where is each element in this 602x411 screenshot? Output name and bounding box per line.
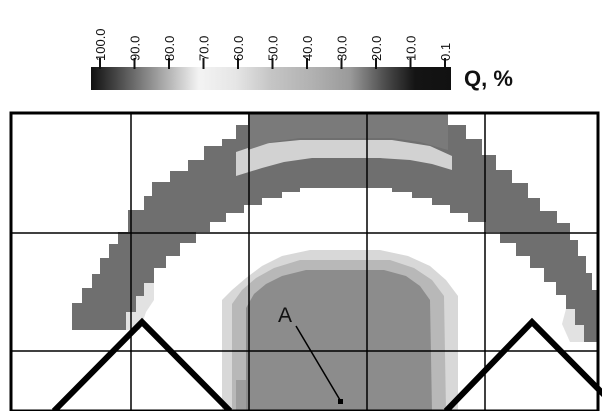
annotation-point-marker (338, 399, 343, 404)
colorbar-tick-label: 70.0 (197, 36, 212, 61)
outer-arch-band (72, 114, 597, 342)
colorbar-gradient (91, 67, 451, 90)
dome-core (246, 270, 432, 411)
inner-arch-dark (248, 114, 448, 150)
colorbar-tick-label: 50.0 (266, 36, 281, 61)
annotation-leader-line (295, 325, 341, 401)
grid-lines (11, 113, 598, 411)
right-wedge-outline (443, 317, 602, 411)
colorbar-tick-label: 60.0 (231, 36, 246, 61)
colorbar-tick-label: 40.0 (300, 36, 315, 61)
colorbar-tick-label: 10.0 (404, 36, 419, 61)
annotation-label-a: A (278, 304, 292, 327)
colorbar-tick-label: 90.0 (128, 36, 143, 61)
panel-border (9, 111, 600, 411)
colorbar-ticks: 100.0 90.0 80.0 70.0 60.0 50.0 40.0 30.0 20.0 10.… (93, 28, 453, 69)
left-wedge-outline (51, 317, 233, 411)
band-fade-right (562, 309, 584, 342)
annotation-point-a: A (278, 304, 343, 404)
heatmap-panel: A (9, 111, 602, 411)
colorbar-tick-label: 20.0 (369, 36, 384, 61)
colorbar-quantity-label: Q, % (464, 66, 513, 91)
colorbar-tick-label: 0.1 (438, 43, 453, 61)
colorbar-tick-label: 100.0 (93, 28, 108, 61)
colorbar-tick-label: 30.0 (335, 36, 350, 61)
inner-arch-halo (236, 140, 452, 176)
central-dome (222, 250, 458, 411)
dome-shoulder-left (236, 380, 246, 411)
colorbar-tick-label: 80.0 (162, 36, 177, 61)
band-fade-left (126, 283, 154, 330)
colorbar: 100.0 90.0 80.0 70.0 60.0 50.0 40.0 30.0 20.0 10.… (91, 28, 513, 91)
